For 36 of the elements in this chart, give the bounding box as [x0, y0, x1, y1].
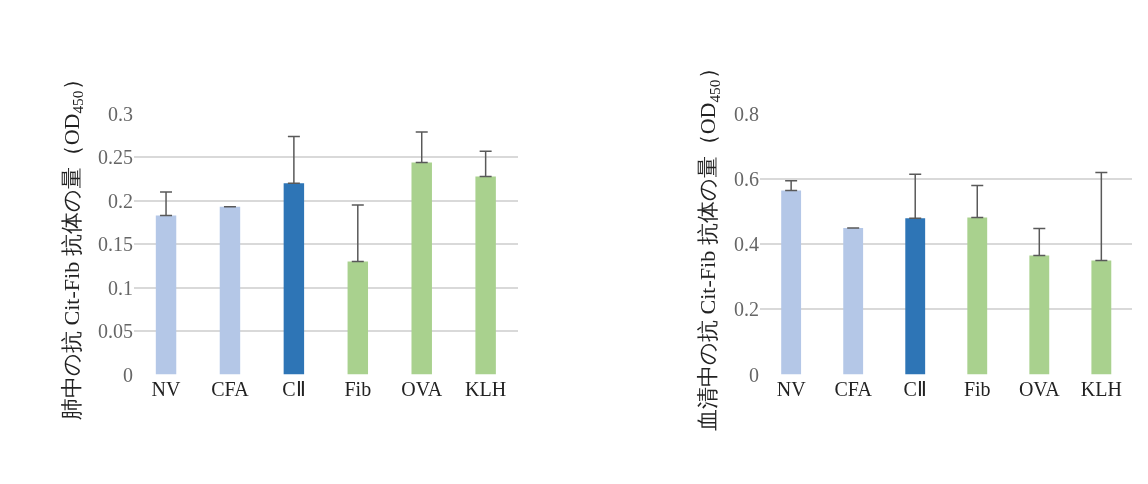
x-tick-label: NV: [151, 377, 182, 400]
y-tick-label: 0.2: [108, 189, 134, 212]
y-tick-label: 0.6: [734, 168, 760, 191]
bar: [1029, 255, 1050, 375]
bar: [411, 162, 432, 375]
x-tick-label: NV: [776, 377, 807, 400]
x-tick-label: CⅡ: [903, 377, 927, 400]
bar: [781, 190, 802, 375]
bar: [475, 176, 496, 375]
bar: [155, 215, 177, 375]
y-tick-label: 0: [749, 363, 760, 386]
bar: [843, 227, 864, 375]
y-tick-label: 0.4: [734, 233, 760, 256]
x-tick-label: CⅡ: [282, 377, 306, 400]
x-tick-label: CFA: [211, 377, 250, 400]
y-tick-label: 0.2: [734, 298, 760, 321]
y-tick-label: 0.15: [98, 233, 134, 256]
y-tick-label: 0.25: [98, 146, 134, 169]
y-tick-label: 0.05: [98, 320, 134, 343]
bar: [219, 206, 241, 375]
bar: [1091, 260, 1112, 375]
x-tick-label: Fib: [963, 377, 991, 400]
x-tick-label: KLH: [1080, 377, 1122, 400]
x-tick-label: CFA: [834, 377, 873, 400]
y-tick-label: 0.8: [734, 102, 760, 125]
x-tick-label: Fib: [344, 377, 372, 400]
bar: [905, 218, 926, 375]
x-tick-label: OVA: [1018, 377, 1061, 400]
y-tick-label: 0: [123, 363, 134, 386]
y-tick-label: 0.1: [108, 276, 134, 299]
x-tick-label: KLH: [465, 377, 507, 400]
bar: [283, 183, 305, 375]
x-tick-label: OVA: [401, 377, 443, 400]
y-tick-label: 0.3: [108, 102, 134, 125]
bar: [347, 261, 369, 375]
bar: [967, 217, 988, 375]
